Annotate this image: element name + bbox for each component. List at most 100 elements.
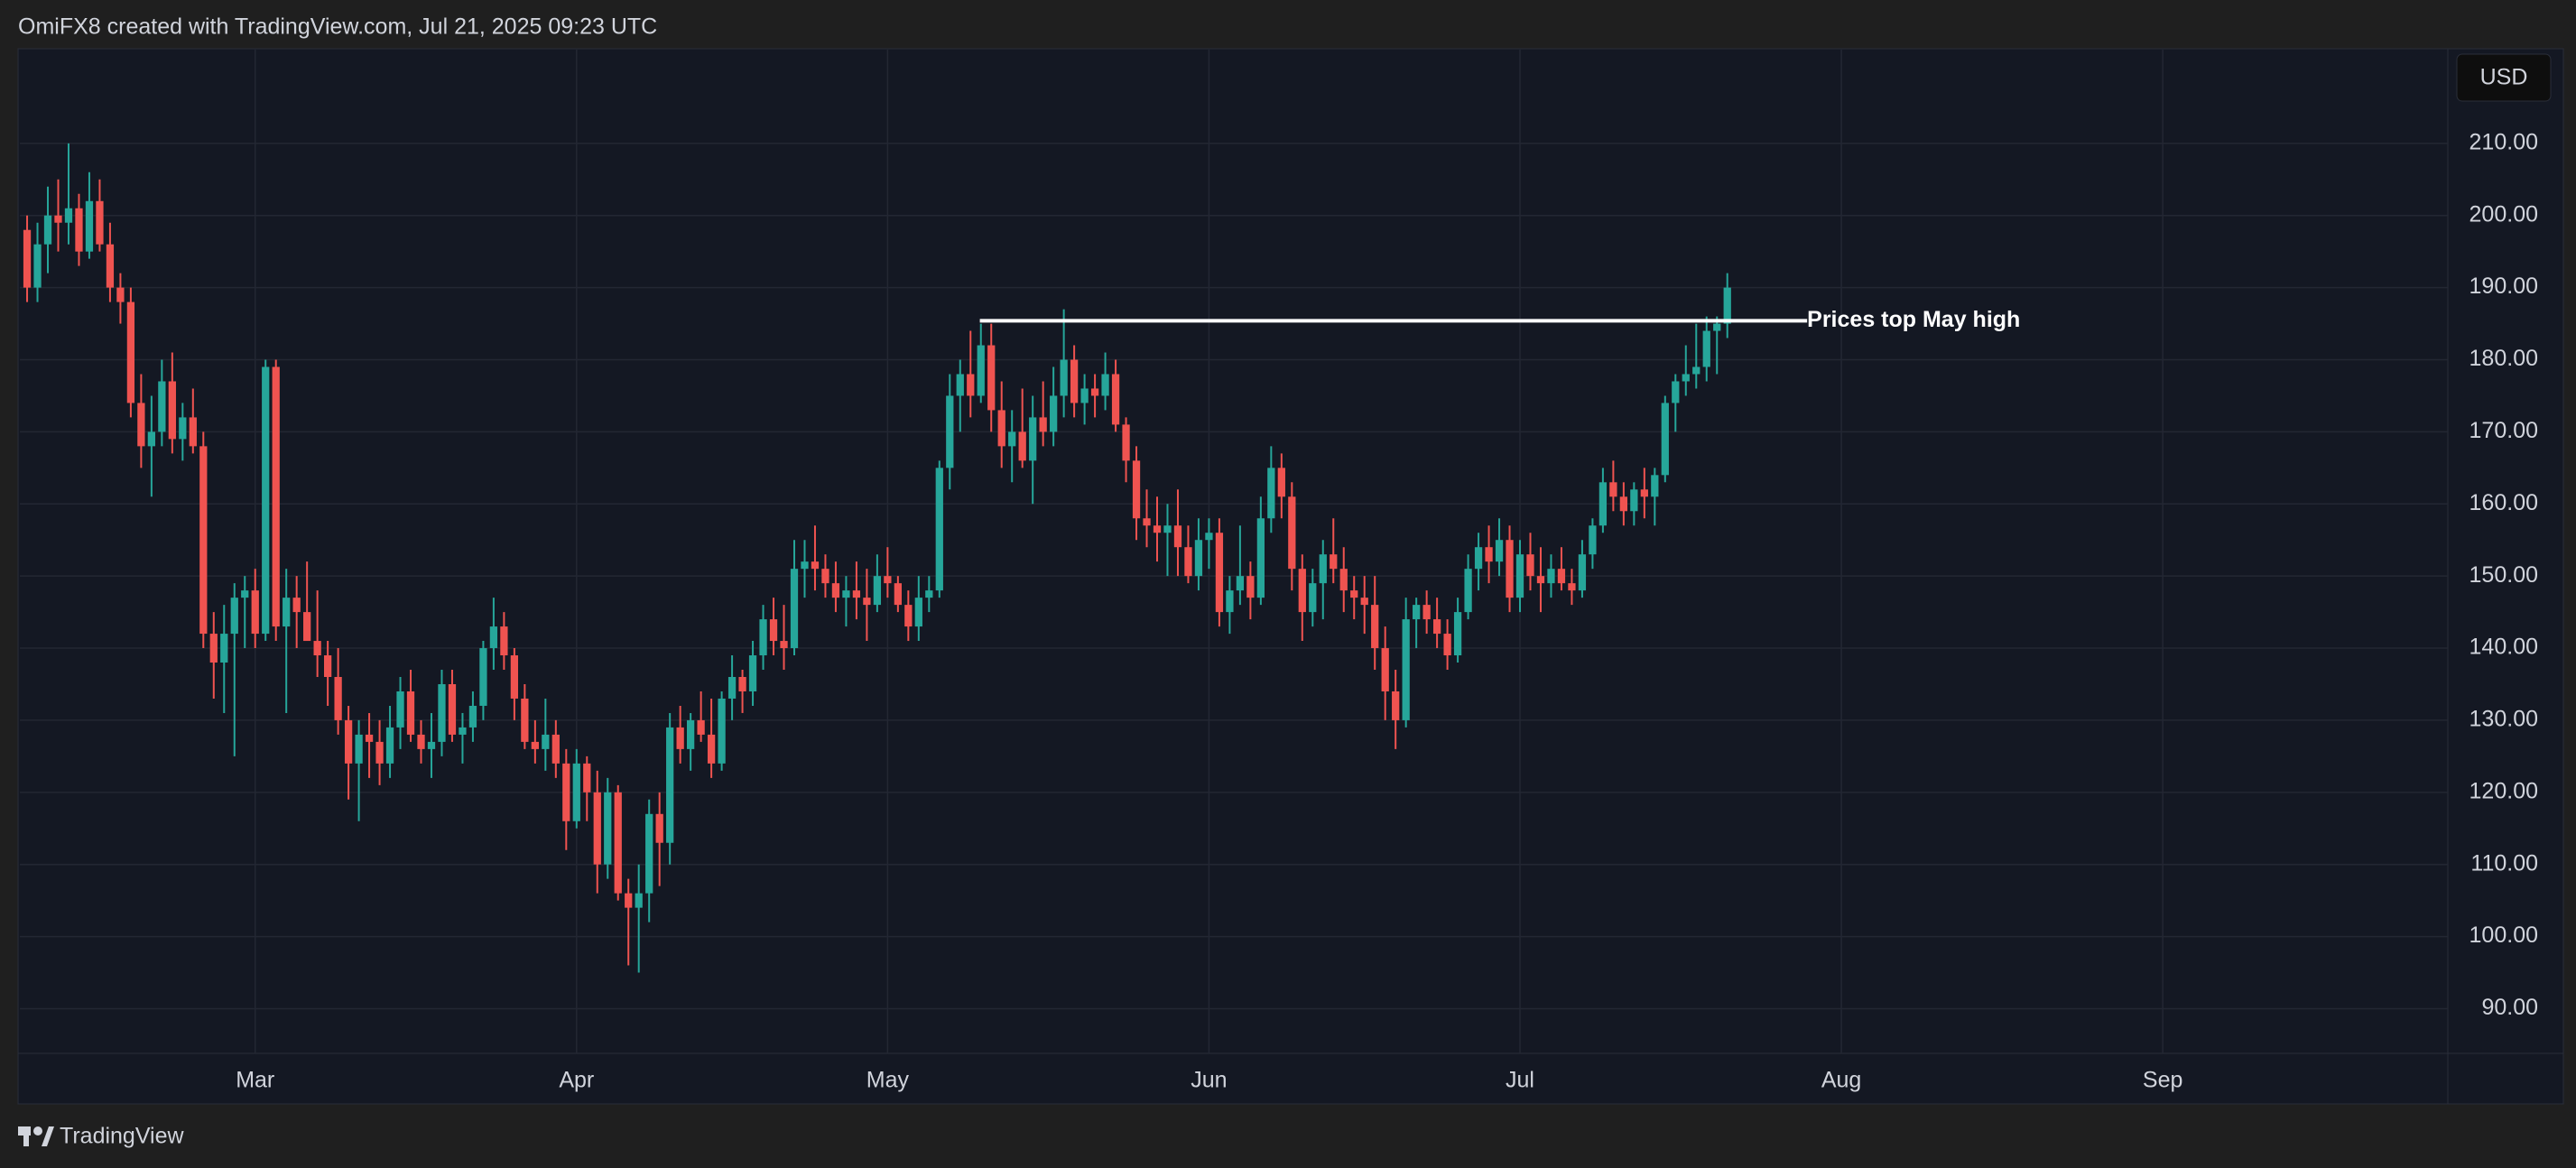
- candle-body: [676, 727, 684, 749]
- y-tick-label: 210.00: [2469, 129, 2538, 154]
- currency: USD: [2480, 65, 2528, 90]
- candle-body: [438, 683, 446, 742]
- candle-body: [1557, 569, 1566, 584]
- candle-body: [1008, 431, 1016, 447]
- candle-body: [1173, 525, 1182, 548]
- candle-body: [1236, 576, 1245, 591]
- candle-body: [126, 301, 135, 403]
- candle-body: [448, 683, 457, 735]
- candle-body: [780, 641, 788, 649]
- candle-body: [811, 561, 820, 570]
- candle-body: [614, 792, 622, 894]
- candle-body: [375, 741, 384, 764]
- candle-body: [1392, 691, 1400, 720]
- candle-body: [1381, 648, 1389, 691]
- candle-body: [769, 619, 778, 642]
- candle-body: [323, 655, 332, 677]
- candle-body: [666, 727, 674, 843]
- candle-body: [313, 641, 321, 656]
- candle-body: [500, 626, 508, 656]
- candle-body: [510, 655, 519, 699]
- candle-body: [417, 734, 425, 749]
- candle-body: [852, 590, 861, 598]
- candle-body: [625, 893, 633, 908]
- candle-body: [1050, 395, 1058, 432]
- candle-body: [1339, 569, 1348, 591]
- candle-body: [1432, 619, 1441, 635]
- candle-body: [303, 612, 311, 642]
- y-tick-label: 180.00: [2469, 346, 2538, 371]
- candle-body: [1651, 475, 1659, 497]
- candle-body: [292, 598, 301, 613]
- candle-body: [531, 741, 539, 749]
- candle-body: [1661, 403, 1669, 476]
- candle-body: [1018, 431, 1026, 461]
- candle-body: [1702, 330, 1710, 367]
- candle-body: [1536, 576, 1545, 584]
- candle-body: [137, 403, 145, 447]
- candle-body: [821, 569, 829, 584]
- brand: TradingView: [60, 1124, 185, 1149]
- candle-body: [199, 446, 208, 635]
- candle-body: [831, 583, 840, 598]
- candle-body: [697, 719, 705, 735]
- candle-body: [956, 374, 964, 396]
- candle-body: [1153, 525, 1162, 533]
- candle-body: [1526, 554, 1534, 577]
- annotation-label: Prices top May high: [1807, 307, 2020, 332]
- candle-body: [1578, 554, 1587, 591]
- candle-body: [655, 813, 663, 843]
- candle-body: [884, 576, 892, 584]
- candle-body: [1413, 605, 1421, 620]
- candle-body: [727, 677, 737, 699]
- candle-body: [967, 374, 975, 396]
- candle-body: [489, 626, 498, 649]
- candle-body: [85, 200, 94, 252]
- candle-body: [33, 244, 42, 288]
- candle-body: [583, 763, 591, 793]
- candle-body: [1298, 569, 1306, 613]
- candle-body: [1101, 374, 1109, 396]
- candle-body: [96, 200, 104, 245]
- candle-body: [935, 468, 943, 591]
- candle-body: [790, 569, 799, 649]
- candle-body: [251, 590, 259, 635]
- candle-body: [241, 590, 249, 598]
- y-tick-label: 160.00: [2469, 490, 2538, 515]
- candle-body: [1713, 323, 1721, 331]
- x-tick-label: Sep: [2143, 1068, 2182, 1093]
- candle-body: [1090, 388, 1099, 396]
- candle-body: [1598, 482, 1608, 526]
- candle-body: [977, 345, 985, 396]
- candle-body: [542, 734, 550, 749]
- candle-body: [1060, 359, 1068, 396]
- candle-body: [1464, 569, 1472, 613]
- candle-body: [54, 215, 62, 223]
- candle-body: [1568, 583, 1576, 591]
- y-tick-label: 130.00: [2469, 707, 2538, 732]
- candle-body: [894, 583, 902, 606]
- candle-body: [1309, 583, 1317, 613]
- candle-body: [23, 229, 32, 288]
- candle-body: [914, 598, 922, 627]
- candle-body: [1495, 540, 1504, 562]
- candle-body: [738, 677, 746, 691]
- candle-body: [1506, 540, 1514, 598]
- candle-body: [1474, 547, 1483, 570]
- candle-body: [521, 698, 529, 742]
- x-tick-label: Jul: [1506, 1068, 1534, 1093]
- candle-body: [396, 691, 404, 728]
- candle-body: [759, 619, 767, 656]
- candle-body: [1453, 612, 1462, 656]
- candle-body: [1277, 468, 1285, 497]
- y-tick-label: 110.00: [2470, 850, 2538, 876]
- candle-body: [385, 727, 394, 764]
- candle-body: [209, 634, 218, 663]
- candle-body: [1111, 374, 1120, 425]
- candle-body: [718, 698, 726, 764]
- candle-body: [1422, 605, 1431, 620]
- candle-body: [43, 215, 52, 245]
- x-tick-label: Apr: [559, 1068, 594, 1093]
- candle-body: [1443, 634, 1451, 656]
- candle-body: [179, 417, 187, 440]
